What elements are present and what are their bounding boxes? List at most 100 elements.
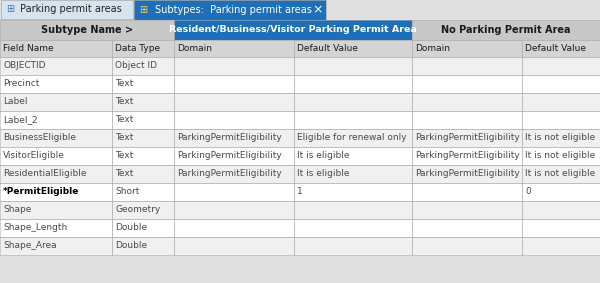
Bar — [174, 237, 294, 255]
Bar — [412, 93, 522, 111]
Bar — [174, 111, 294, 129]
Text: VisitorEligible: VisitorEligible — [3, 151, 65, 160]
Bar — [0, 40, 112, 57]
Bar — [294, 57, 412, 75]
Bar — [134, 0, 326, 20]
Text: Label_2: Label_2 — [3, 115, 38, 125]
Text: ParkingPermitEligibility: ParkingPermitEligibility — [415, 134, 520, 143]
Bar — [174, 75, 294, 93]
Text: ×: × — [313, 3, 323, 16]
Text: BusinessEligible: BusinessEligible — [3, 134, 76, 143]
Bar — [412, 183, 522, 201]
Text: Domain: Domain — [177, 44, 212, 53]
Bar — [0, 165, 112, 183]
Bar — [522, 201, 600, 219]
Bar — [522, 183, 600, 201]
Text: Label: Label — [3, 98, 28, 106]
Text: ⊞: ⊞ — [6, 5, 14, 14]
Bar — [112, 129, 174, 147]
Bar — [412, 201, 522, 219]
Text: Double: Double — [115, 241, 147, 250]
Bar — [294, 201, 412, 219]
Bar — [522, 75, 600, 93]
Text: It is not eligible: It is not eligible — [525, 170, 595, 179]
Text: Text: Text — [115, 80, 133, 89]
Bar — [412, 237, 522, 255]
Bar — [294, 165, 412, 183]
Text: Shape_Length: Shape_Length — [3, 224, 67, 233]
Bar — [112, 219, 174, 237]
Text: Text: Text — [115, 170, 133, 179]
Bar — [522, 93, 600, 111]
Bar — [174, 219, 294, 237]
Bar — [412, 165, 522, 183]
Text: Field Name: Field Name — [3, 44, 53, 53]
Text: ResidentialEligible: ResidentialEligible — [3, 170, 86, 179]
Text: Shape: Shape — [3, 205, 31, 215]
Text: Text: Text — [115, 98, 133, 106]
Bar — [174, 40, 294, 57]
Bar — [412, 219, 522, 237]
Text: ParkingPermitEligibility: ParkingPermitEligibility — [177, 151, 282, 160]
Bar — [522, 129, 600, 147]
Text: Double: Double — [115, 224, 147, 233]
Bar — [112, 147, 174, 165]
Bar — [294, 129, 412, 147]
Bar — [522, 111, 600, 129]
Text: ⊞: ⊞ — [139, 5, 147, 15]
Bar — [294, 219, 412, 237]
Bar — [294, 183, 412, 201]
Bar — [112, 111, 174, 129]
Text: Text: Text — [115, 151, 133, 160]
Text: *PermitEligible: *PermitEligible — [3, 188, 79, 196]
Text: It is eligible: It is eligible — [297, 151, 349, 160]
Text: Default Value: Default Value — [297, 44, 358, 53]
Text: Subtype Name >: Subtype Name > — [41, 25, 133, 35]
Bar — [174, 20, 412, 40]
Bar — [294, 40, 412, 57]
Bar — [522, 57, 600, 75]
Text: Precinct: Precinct — [3, 80, 40, 89]
Text: Domain: Domain — [415, 44, 450, 53]
Text: 0: 0 — [525, 188, 531, 196]
Bar — [522, 40, 600, 57]
Text: Shape_Area: Shape_Area — [3, 241, 56, 250]
Bar — [112, 93, 174, 111]
Bar — [112, 40, 174, 57]
Bar — [522, 165, 600, 183]
Bar — [412, 40, 522, 57]
Bar — [174, 129, 294, 147]
Bar — [412, 111, 522, 129]
Bar — [112, 165, 174, 183]
Text: It is not eligible: It is not eligible — [525, 134, 595, 143]
Bar — [0, 219, 112, 237]
Text: Text: Text — [115, 134, 133, 143]
Text: Resident/Business/Visitor Parking Permit Area: Resident/Business/Visitor Parking Permit… — [169, 25, 417, 35]
Text: 1: 1 — [297, 188, 303, 196]
Text: It is eligible: It is eligible — [297, 170, 349, 179]
Text: Data Type: Data Type — [115, 44, 160, 53]
Bar — [0, 111, 112, 129]
Bar — [112, 237, 174, 255]
Bar — [112, 201, 174, 219]
Text: OBJECTID: OBJECTID — [3, 61, 46, 70]
Bar — [412, 129, 522, 147]
Text: Text: Text — [115, 115, 133, 125]
Bar — [174, 165, 294, 183]
Text: Eligible for renewal only: Eligible for renewal only — [297, 134, 407, 143]
Bar — [412, 20, 600, 40]
Bar — [0, 0, 600, 20]
Bar — [522, 147, 600, 165]
Bar — [522, 237, 600, 255]
Bar — [294, 93, 412, 111]
Bar — [294, 147, 412, 165]
Bar — [294, 75, 412, 93]
Text: Object ID: Object ID — [115, 61, 157, 70]
Bar — [174, 93, 294, 111]
Text: Geometry: Geometry — [115, 205, 160, 215]
Bar — [0, 20, 174, 40]
Bar — [112, 57, 174, 75]
Bar — [0, 147, 112, 165]
Bar — [0, 183, 112, 201]
Bar — [174, 57, 294, 75]
